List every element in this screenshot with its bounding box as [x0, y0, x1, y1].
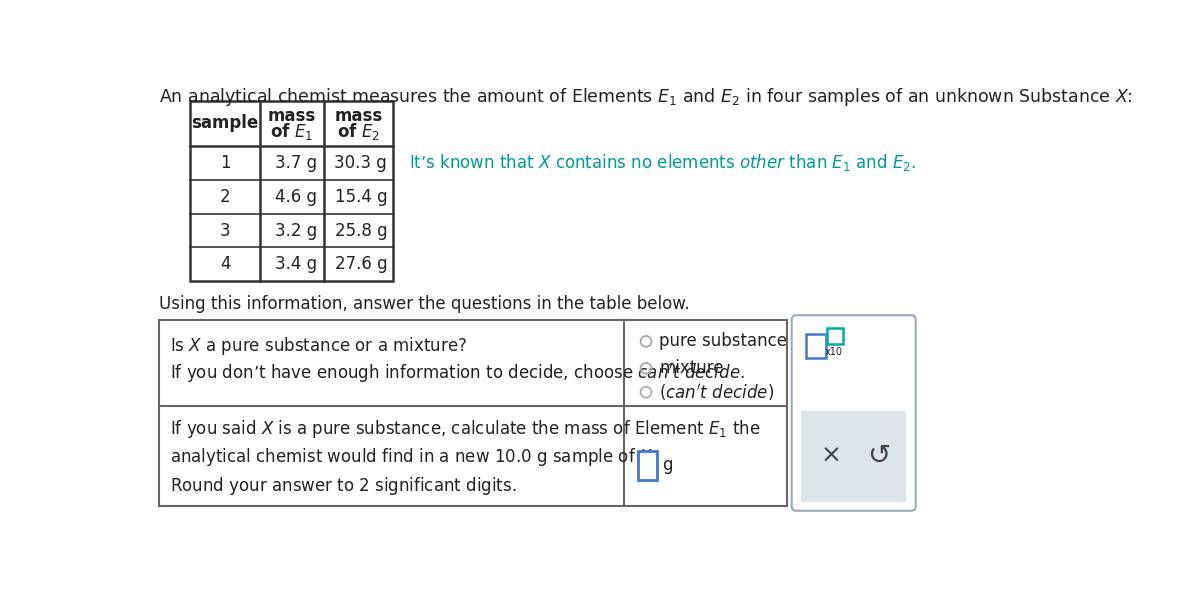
- Text: An analytical chemist measures the amount of Elements $E_1$ and $E_2$ in four sa: An analytical chemist measures the amoun…: [160, 86, 1133, 108]
- Text: mass: mass: [268, 107, 316, 125]
- Text: If you said $X$ is a pure substance, calculate the mass of Element $E_1$ the: If you said $X$ is a pure substance, cal…: [170, 418, 761, 440]
- Bar: [805, 334, 826, 358]
- Text: Round your answer to $2$ significant digits.: Round your answer to $2$ significant dig…: [170, 476, 517, 497]
- Text: 3.2 g: 3.2 g: [275, 222, 317, 240]
- Text: 30.3 g: 30.3 g: [335, 154, 388, 172]
- Text: $(can't\ decide)$: $(can't\ decide)$: [659, 382, 774, 403]
- Text: Using this information, answer the questions in the table below.: Using this information, answer the quest…: [160, 295, 690, 313]
- Text: It’s known that $X$ contains no elements $\mathit{other}$ than $E_1$ and $E_2$.: It’s known that $X$ contains no elements…: [409, 152, 916, 173]
- Text: 25.8 g: 25.8 g: [335, 222, 388, 240]
- Text: 4: 4: [220, 255, 230, 273]
- Text: of $E_1$: of $E_1$: [270, 120, 313, 142]
- Text: 27.6 g: 27.6 g: [335, 255, 388, 273]
- Bar: [191, 101, 394, 282]
- Bar: [802, 411, 906, 501]
- Text: 3.4 g: 3.4 g: [275, 255, 317, 273]
- Text: of $E_2$: of $E_2$: [337, 120, 380, 142]
- Text: 3: 3: [220, 222, 230, 240]
- Text: 15.4 g: 15.4 g: [335, 187, 388, 205]
- Text: analytical chemist would find in a new $10.0$ g sample of $X$.: analytical chemist would find in a new $…: [170, 446, 656, 468]
- Text: x10: x10: [826, 347, 844, 357]
- Text: 4.6 g: 4.6 g: [276, 187, 317, 205]
- Text: g: g: [662, 456, 673, 474]
- Text: ↺: ↺: [868, 442, 890, 470]
- Text: sample: sample: [192, 114, 259, 132]
- Text: mass: mass: [335, 107, 383, 125]
- FancyBboxPatch shape: [792, 315, 916, 511]
- Text: 1: 1: [220, 154, 230, 172]
- Text: mixture: mixture: [659, 359, 724, 377]
- Text: 2: 2: [220, 187, 230, 205]
- Text: Is $X$ a pure substance or a mixture?: Is $X$ a pure substance or a mixture?: [170, 335, 467, 357]
- Bar: [827, 328, 842, 344]
- Text: pure substance: pure substance: [659, 332, 787, 350]
- Text: ×: ×: [821, 444, 841, 468]
- Text: 3.7 g: 3.7 g: [275, 154, 317, 172]
- Bar: [160, 320, 787, 506]
- Text: If you don’t have enough information to decide, choose $\mathit{can't\ decide}$.: If you don’t have enough information to …: [170, 362, 745, 385]
- Bar: [638, 450, 656, 480]
